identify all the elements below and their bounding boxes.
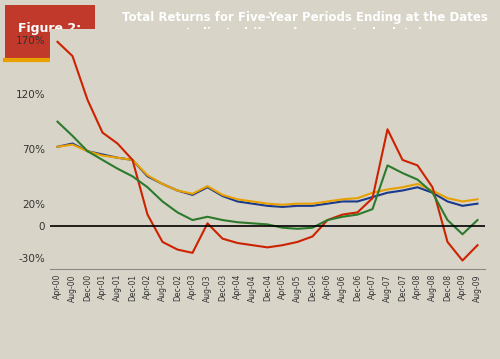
Text: Total Returns for Five-Year Periods Ending at the Dates
Indicated (based on quar: Total Returns for Five-Year Periods Endi… bbox=[122, 11, 488, 39]
FancyBboxPatch shape bbox=[5, 5, 95, 58]
Text: Figure 2:: Figure 2: bbox=[18, 22, 82, 35]
